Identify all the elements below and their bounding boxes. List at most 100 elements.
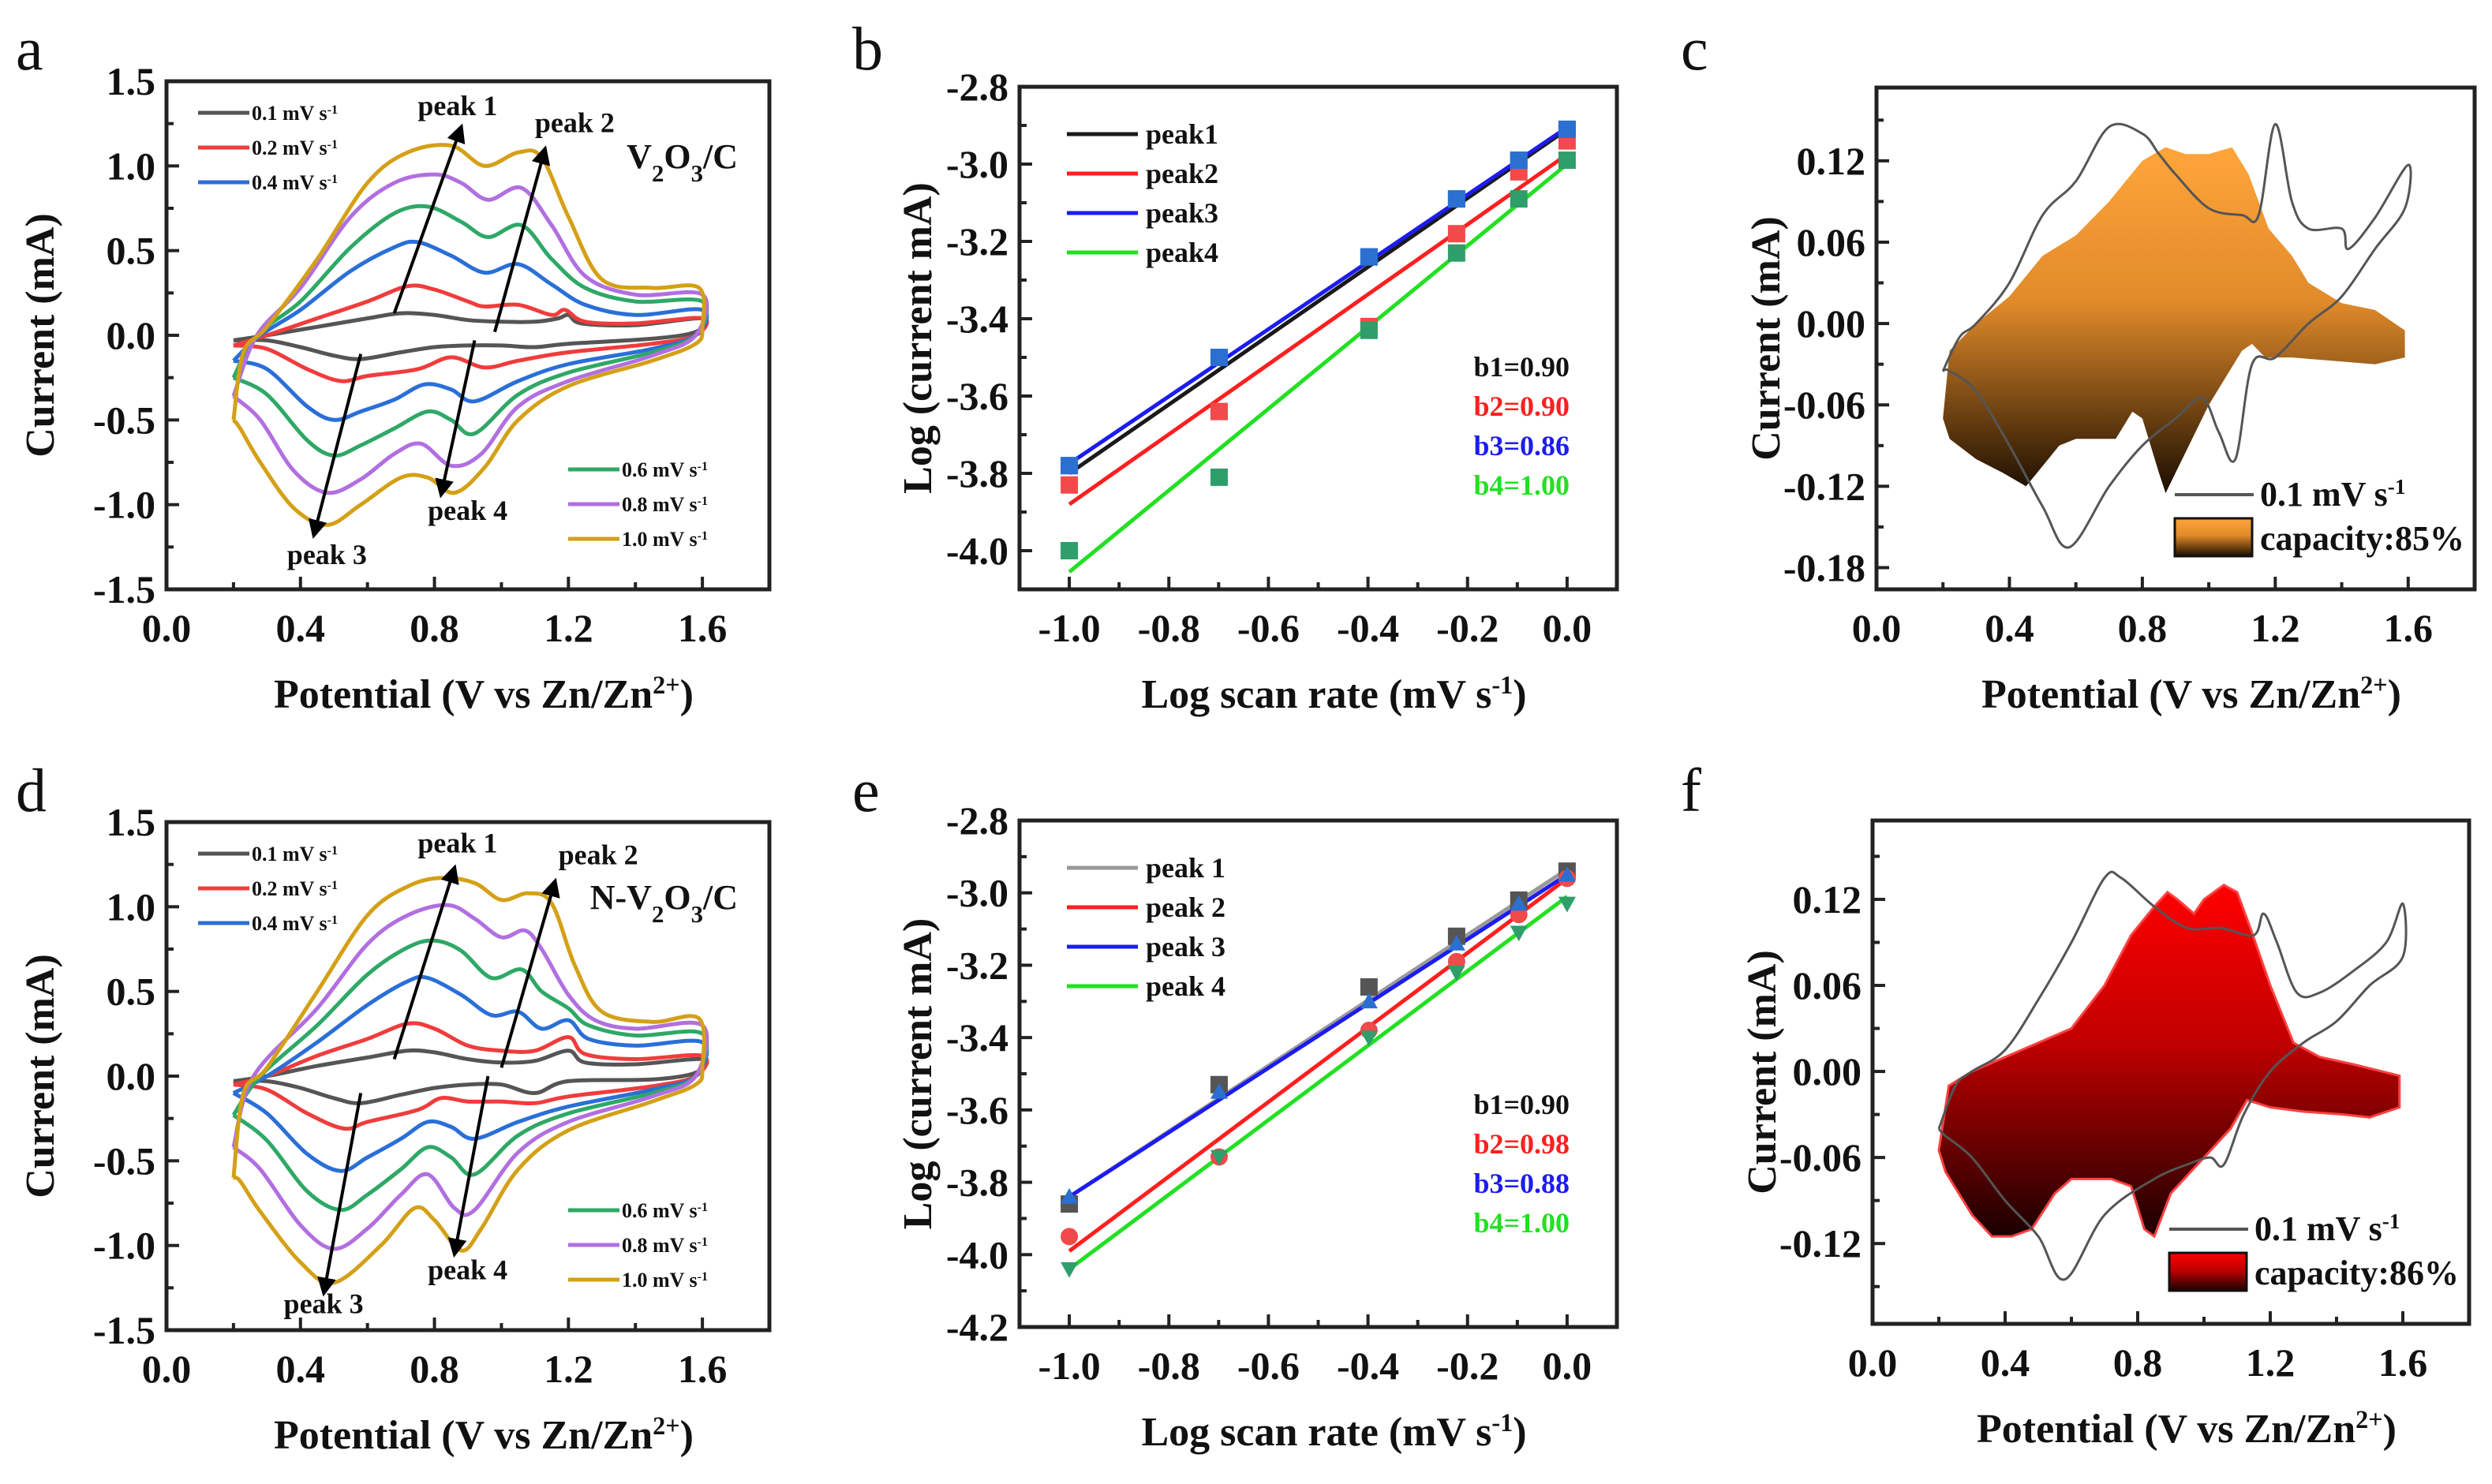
x-tick-label: -0.4 xyxy=(1337,1344,1399,1388)
panel-a-cv-curves: a 0.0 0.4 0.8 1.2 1.6 -1.5 -1.0 -0.5 0.0 0.5 1.0 1.… xyxy=(16,14,772,717)
data-point-peak2 xyxy=(1210,402,1228,421)
legend-label: peak 1 xyxy=(1146,852,1225,884)
legend-label: peak 2 xyxy=(1146,892,1225,923)
x-axis-title: Potential (V vs Zn/Zn2+) xyxy=(1981,671,2401,717)
data-point-peak4 xyxy=(1360,321,1378,339)
peak-arrow xyxy=(493,145,551,333)
cv-curve-0.21-mvs xyxy=(233,1021,709,1131)
x-tick-label: 0.0 xyxy=(1543,1344,1592,1388)
x-tick-label: 0.4 xyxy=(276,1347,326,1391)
data-point-peak3 xyxy=(1061,457,1079,475)
y-tick-label: -2.8 xyxy=(946,65,1008,109)
legend-label: 0.1 mV s-1 xyxy=(2260,475,2405,514)
y-tick-label: -1.5 xyxy=(93,567,155,611)
peak-label: peak 2 xyxy=(559,839,638,871)
y-tick-label: 1.0 xyxy=(107,884,156,929)
cv-curve-0.41-mvs xyxy=(232,974,709,1173)
y-axis-title: Current (mA) xyxy=(1744,216,1789,461)
fit-line-peak1 xyxy=(1068,127,1569,476)
y-tick-label: -1.0 xyxy=(93,1224,155,1268)
y-tick-label: 0.12 xyxy=(1797,139,1866,183)
peak-arrow xyxy=(308,353,363,539)
data-point-peak3 xyxy=(1558,865,1576,882)
x-tick-label: 0.8 xyxy=(410,606,459,650)
panel-e-log-fit: e -1.0 -0.8 -0.6 -0.4 -0.2 0.0 -4.2 -4.0 -3.8 -3.… xyxy=(852,756,1619,1455)
x-tick-label: 0.0 xyxy=(1543,606,1592,650)
data-point-peak3 xyxy=(1510,151,1528,170)
data-point-peak4 xyxy=(1061,542,1079,559)
y-axis-title: Log (current mA) xyxy=(896,918,941,1230)
data-point-peak4 xyxy=(1447,965,1465,981)
data-point-peak3 xyxy=(1360,248,1378,266)
y-tick-label: -1.0 xyxy=(93,483,155,527)
fit-line-peak2 xyxy=(1068,877,1569,1253)
y-tick-label: 0.0 xyxy=(107,313,156,357)
b-value-label: b3=0.86 xyxy=(1473,430,1570,462)
y-tick-label: -4.0 xyxy=(946,529,1008,573)
x-tick-label: -0.2 xyxy=(1436,1344,1499,1388)
peak-label: peak 4 xyxy=(428,495,507,526)
panel-d-cv-curves: d 0.0 0.4 0.8 1.2 1.6 -1.5 -1.0 -0.5 0.0 0.5 1.0 1.… xyxy=(16,756,772,1458)
y-tick-label: -3.6 xyxy=(946,1088,1008,1132)
legend-label: 0.6 mV s-1 xyxy=(622,458,708,481)
y-tick-label: -3.4 xyxy=(946,297,1008,341)
legend-label: 0.1 mV s-1 xyxy=(252,843,338,865)
legend-label: peak4 xyxy=(1146,237,1218,268)
data-point-peak4 xyxy=(1360,1030,1378,1047)
x-tick-label: 0.0 xyxy=(142,1347,192,1391)
y-tick-label: 1.5 xyxy=(107,800,156,844)
data-point-peak1 xyxy=(1360,977,1378,996)
legend-label: 0.6 mV s-1 xyxy=(622,1199,708,1222)
legend-swatch-fill xyxy=(2173,517,2254,558)
peak-label: peak 3 xyxy=(287,539,367,570)
data-point-peak2 xyxy=(1061,1228,1079,1246)
peak-arrow xyxy=(317,1093,363,1297)
y-tick-label: -3.0 xyxy=(946,871,1008,915)
x-tick-label: -0.6 xyxy=(1237,1344,1300,1388)
peak-label: peak 2 xyxy=(535,107,615,138)
cv-curve-1.01-mvs xyxy=(231,143,706,527)
x-tick-label: -0.6 xyxy=(1237,606,1300,650)
x-axis-title: Log scan rate (mV s-1) xyxy=(1141,1408,1526,1455)
x-tick-label: 0.8 xyxy=(410,1347,459,1391)
legend-label: 0.1 mV s-1 xyxy=(252,102,338,125)
x-tick-label: 0.4 xyxy=(276,606,326,650)
x-tick-label: 0.0 xyxy=(142,606,192,650)
b-value-label: b4=1.00 xyxy=(1473,469,1570,501)
y-axis-title: Log (current mA) xyxy=(896,182,941,494)
y-tick-label: -0.06 xyxy=(1783,383,1865,427)
y-axis-title: Current (mA) xyxy=(18,213,63,458)
data-point-peak4 xyxy=(1510,925,1528,942)
cv-curve-0.1-mvs xyxy=(1937,870,2408,1281)
panel-f-capacitive: f 0.0 0.4 0.8 1.2 1.6 -0.12 -0.06 0.00 0.06 0.12 P… xyxy=(1681,756,2471,1452)
fit-line-peak4 xyxy=(1068,163,1569,574)
plot-frame xyxy=(1874,85,2477,592)
b-value-label: b3=0.88 xyxy=(1473,1168,1570,1199)
x-tick-label: 1.6 xyxy=(2384,606,2434,650)
y-tick-label: 0.06 xyxy=(1793,963,1862,1007)
x-tick-label: -1.0 xyxy=(1038,1344,1101,1388)
legend-label: peak3 xyxy=(1146,197,1218,229)
y-tick-label: 0.00 xyxy=(1793,1049,1862,1093)
y-axis-title: Current (mA) xyxy=(18,954,63,1198)
data-point-peak4 xyxy=(1558,151,1576,170)
cv-curve-0.1-mvs xyxy=(1941,122,2412,549)
y-tick-label: -3.8 xyxy=(946,1161,1008,1205)
peak-arrow xyxy=(447,1075,490,1258)
x-tick-label: 1.2 xyxy=(2251,606,2300,650)
data-point-peak2 xyxy=(1061,476,1079,494)
peak-label: peak 1 xyxy=(417,90,497,121)
y-axis-title-group: Current (mA) xyxy=(18,213,63,458)
y-tick-label: -0.5 xyxy=(93,398,155,442)
panel-label-c: c xyxy=(1681,14,1708,83)
y-tick-label: -0.5 xyxy=(93,1138,155,1183)
cv-curve-0.21-mvs xyxy=(233,283,709,383)
y-axis-title-group: Current (mA) xyxy=(1740,950,1785,1194)
panel-b-log-fit: b -1.0 -0.8 -0.6 -0.4 -0.2 0.0 -4.0 -3.8 -3.6 -3.… xyxy=(852,14,1619,717)
y-tick-label: -0.06 xyxy=(1779,1135,1862,1179)
data-point-peak4 xyxy=(1510,190,1528,208)
y-tick-label: 0.06 xyxy=(1797,220,1866,264)
peak-arrow xyxy=(500,877,560,1068)
x-tick-label: 0.8 xyxy=(2113,1340,2163,1385)
